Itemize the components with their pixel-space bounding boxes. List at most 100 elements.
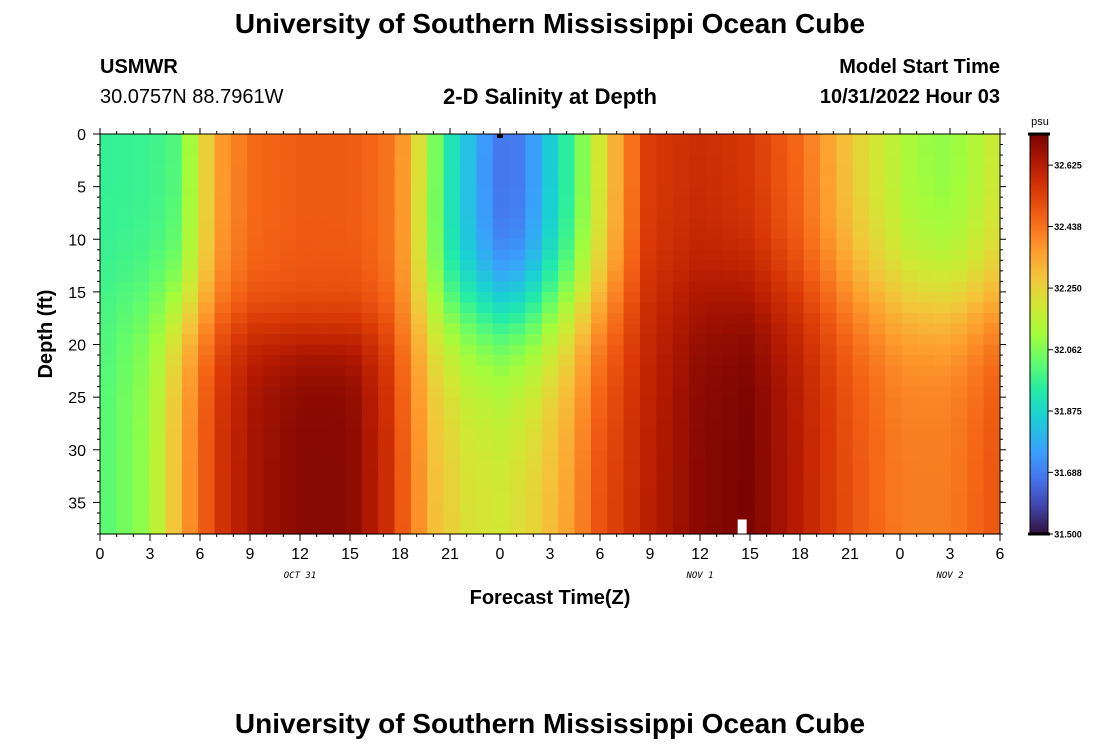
heatmap-cell	[247, 523, 265, 535]
heatmap-cell	[738, 397, 756, 409]
heatmap-cell	[918, 197, 936, 209]
heatmap-cell	[901, 302, 919, 314]
heatmap-cell	[492, 365, 510, 377]
heatmap-cell	[640, 228, 657, 240]
heatmap-cell	[247, 397, 265, 409]
heatmap-cell	[247, 512, 265, 525]
heatmap-cell	[754, 418, 772, 430]
heatmap-cell	[509, 376, 527, 388]
heatmap-cell	[852, 134, 870, 146]
heatmap-cell	[836, 134, 854, 146]
heatmap-cell	[983, 512, 1001, 525]
heatmap-cell	[689, 502, 707, 514]
heatmap-cell	[263, 260, 281, 272]
heatmap-cell	[312, 155, 330, 167]
heatmap-cell	[934, 386, 952, 398]
heatmap-cell	[394, 239, 412, 251]
heatmap-cell	[394, 249, 412, 261]
heatmap-cell	[950, 207, 968, 219]
heatmap-cell	[230, 176, 248, 188]
heatmap-cell	[590, 260, 608, 272]
heatmap-cell	[132, 512, 150, 525]
heatmap-cell	[918, 134, 936, 146]
heatmap-cell	[918, 502, 936, 514]
heatmap-cell	[885, 281, 903, 293]
heatmap-cell	[558, 134, 576, 146]
heatmap-cell	[312, 407, 330, 419]
heatmap-cell	[100, 186, 117, 198]
heatmap-cell	[165, 165, 183, 177]
heatmap-cell	[116, 144, 134, 156]
heatmap-cell	[869, 460, 887, 472]
heatmap-cell	[950, 165, 968, 177]
heatmap-cell	[541, 460, 559, 472]
heatmap-cell	[280, 418, 297, 430]
heatmap-cell	[296, 502, 314, 514]
heatmap-cell	[640, 512, 657, 525]
heatmap-cell	[116, 344, 134, 356]
heatmap-cell	[787, 134, 805, 146]
heatmap-cell	[705, 376, 723, 388]
heatmap-cell	[427, 355, 445, 367]
heatmap-cell	[100, 386, 117, 398]
heatmap-cell	[803, 491, 821, 504]
heatmap-cell	[541, 512, 559, 525]
heatmap-cell	[427, 186, 445, 198]
heatmap-cell	[721, 512, 739, 525]
heatmap-cell	[918, 302, 936, 314]
heatmap-cell	[476, 291, 494, 304]
heatmap-cell	[296, 491, 314, 504]
heatmap-cell	[214, 260, 232, 272]
heatmap-cell	[869, 397, 887, 409]
heatmap-cell	[345, 249, 363, 261]
heatmap-cell	[181, 207, 199, 219]
heatmap-cell	[116, 439, 134, 451]
heatmap-cell	[312, 260, 330, 272]
x-tick-label: 0	[96, 546, 105, 563]
heatmap-cell	[312, 218, 330, 230]
heatmap-cell	[116, 491, 134, 504]
heatmap-cell	[967, 418, 985, 430]
heatmap-cell	[967, 481, 985, 493]
heatmap-cell	[836, 165, 854, 177]
heatmap-cell	[410, 386, 428, 398]
heatmap-cell	[738, 449, 756, 461]
heatmap-cell	[787, 376, 805, 388]
heatmap-cell	[885, 165, 903, 177]
heatmap-cell	[116, 239, 134, 251]
heatmap-cell	[672, 239, 690, 251]
heatmap-cell	[263, 197, 281, 209]
heatmap-cell	[770, 134, 788, 146]
heatmap-cell	[263, 302, 281, 314]
heatmap-cell	[427, 302, 445, 314]
heatmap-cell	[803, 481, 821, 493]
heatmap-cell	[460, 323, 477, 335]
heatmap-cell	[378, 344, 396, 356]
heatmap-cell	[443, 439, 461, 451]
heatmap-cell	[361, 176, 379, 188]
heatmap-cell	[427, 376, 445, 388]
heatmap-cell	[770, 376, 788, 388]
heatmap-cell	[247, 302, 265, 314]
heatmap-cell	[983, 365, 1001, 377]
heatmap-cell	[640, 207, 657, 219]
heatmap-cell	[852, 186, 870, 198]
heatmap-cell	[492, 376, 510, 388]
heatmap-cell	[820, 355, 837, 367]
heatmap-cell	[312, 228, 330, 240]
heatmap-cell	[541, 176, 559, 188]
heatmap-cell	[558, 165, 576, 177]
heatmap-cell	[738, 144, 756, 156]
heatmap-cell	[116, 365, 134, 377]
heatmap-cell	[836, 281, 854, 293]
heatmap-cell	[427, 323, 445, 335]
heatmap-cell	[181, 144, 199, 156]
heatmap-cell	[296, 176, 314, 188]
heatmap-cell	[558, 239, 576, 251]
heatmap-cell	[378, 502, 396, 514]
heatmap-cell	[689, 481, 707, 493]
heatmap-cell	[132, 291, 150, 304]
heatmap-cell	[705, 291, 723, 304]
heatmap-cell	[590, 502, 608, 514]
heatmap-cell	[574, 386, 592, 398]
